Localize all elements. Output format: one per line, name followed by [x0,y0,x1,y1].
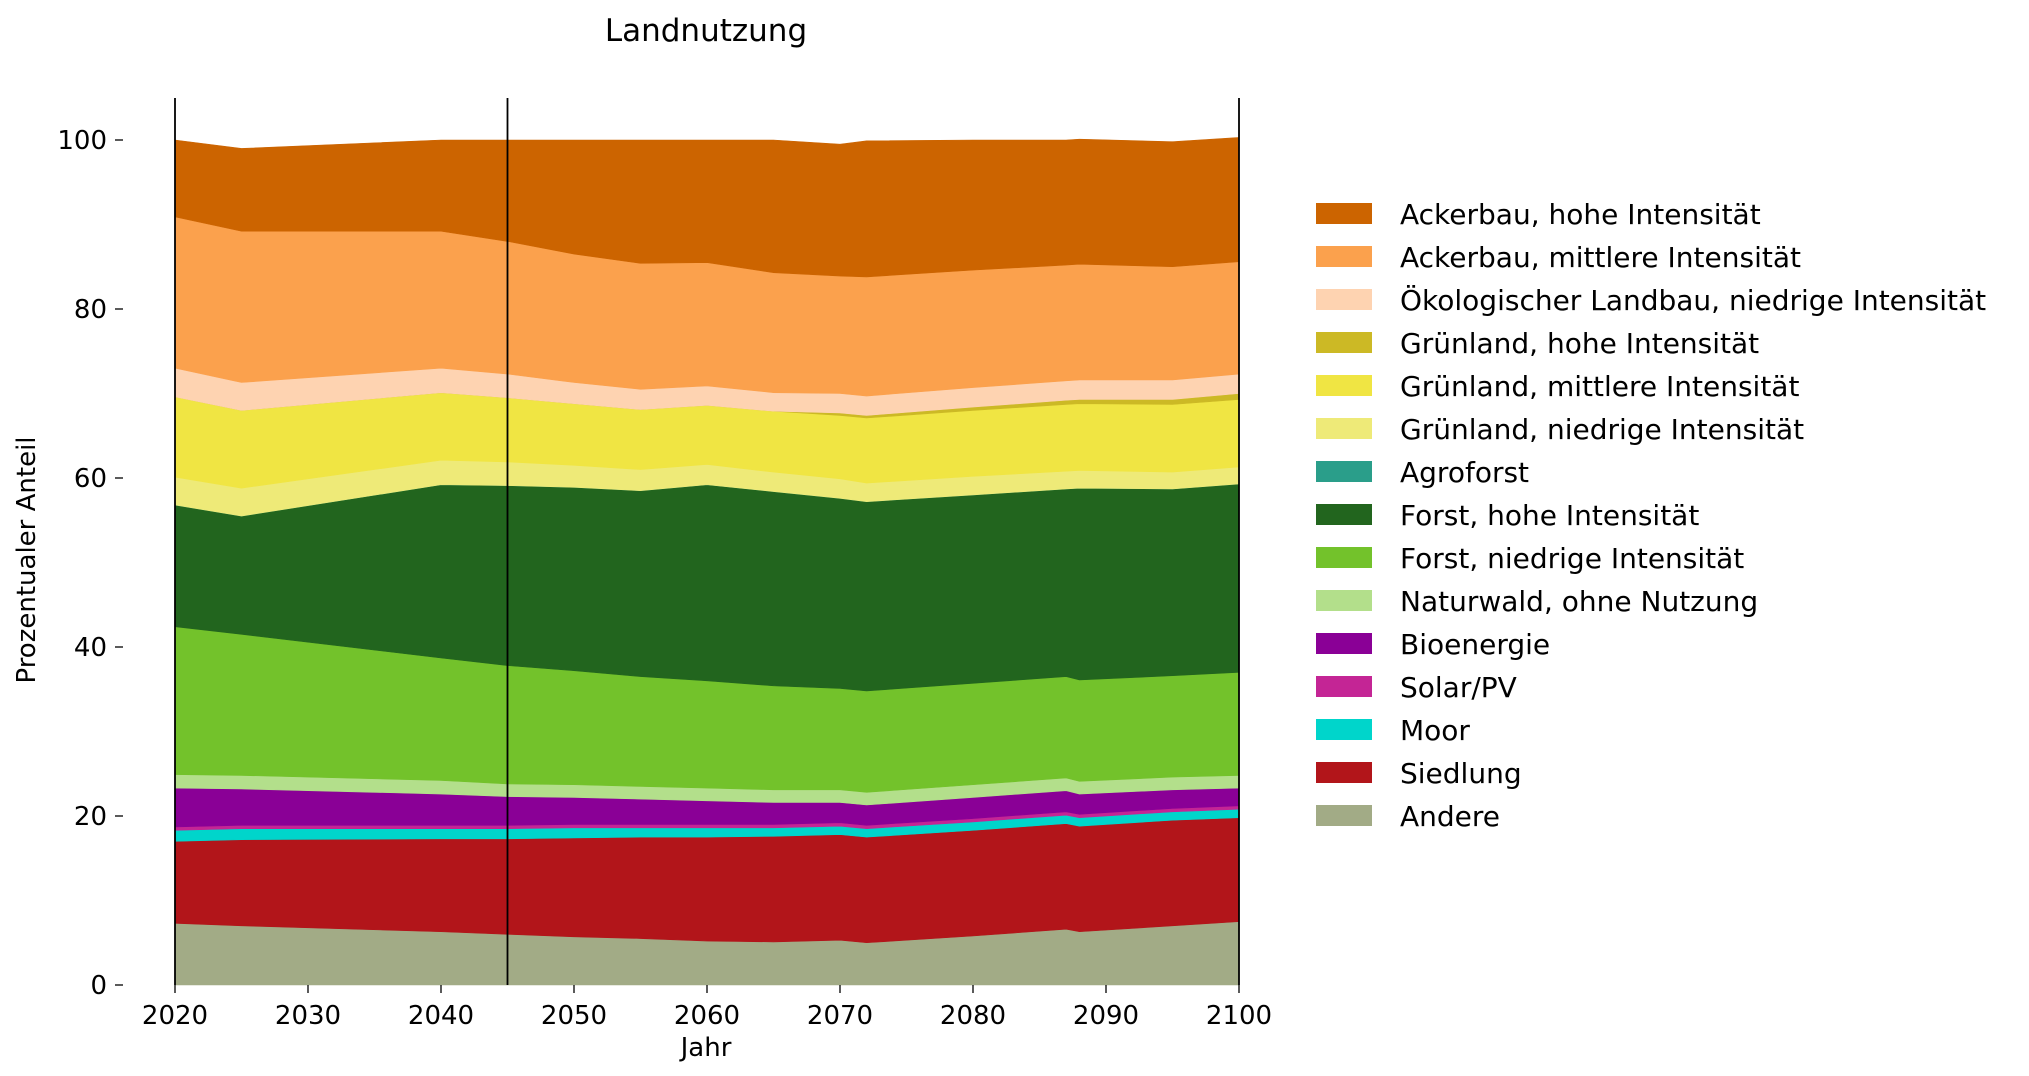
legend-swatch-ackerbau-hohe-intensitaet [1316,203,1372,224]
legend: Ackerbau, hohe Intensität Ackerbau, mittl… [1316,198,1986,833]
x-axis-label: Jahr [679,1033,732,1063]
legend-item-forst-niedrige-intensitaet: Forst, niedrige Intensität [1316,542,1744,575]
legend-swatch-forst-niedrige-intensitaet [1316,547,1372,568]
legend-label-gruenland-hohe-intensitaet: Grünland, hohe Intensität [1400,327,1759,360]
chart-title: Landnutzung [605,13,807,49]
legend-label-naturwald-ohne-nutzung: Naturwald, ohne Nutzung [1400,585,1758,618]
legend-swatch-andere [1316,805,1372,826]
areas-layer [174,137,1240,986]
legend-label-bioenergie: Bioenergie [1400,628,1550,661]
x-tick-label-2050: 2050 [541,1001,607,1031]
x-tick-label-2070: 2070 [807,1001,873,1031]
y-tick-label-40: 40 [74,633,107,663]
x-tick-label-2100: 2100 [1206,1001,1272,1031]
legend-item-siedlung: Siedlung [1316,757,1522,790]
legend-swatch-moor [1316,719,1372,740]
legend-label-ackerbau-mittlere-intensitaet: Ackerbau, mittlere Intensität [1400,241,1801,274]
legend-label-ackerbau-hohe-intensitaet: Ackerbau, hohe Intensität [1400,198,1761,231]
vertical-lines-layer [174,98,1240,985]
y-tick-label-80: 80 [74,295,107,325]
x-tick-label-2040: 2040 [408,1001,474,1031]
legend-label-forst-niedrige-intensitaet: Forst, niedrige Intensität [1400,542,1744,575]
legend-item-forst-hohe-intensitaet: Forst, hohe Intensität [1316,499,1699,532]
legend-item-agroforst: Agroforst [1316,456,1529,489]
legend-item-oekologischer-landbau-niedrige-intensitaet: Ökologischer Landbau, niedrige Intensitä… [1316,283,1986,317]
legend-item-ackerbau-hohe-intensitaet: Ackerbau, hohe Intensität [1316,198,1761,231]
y-tick-label-0: 0 [90,971,107,1001]
legend-swatch-gruenland-hohe-intensitaet [1316,332,1372,353]
legend-label-siedlung: Siedlung [1400,757,1522,790]
legend-swatch-gruenland-niedrige-intensitaet [1316,418,1372,439]
legend-label-solar-pv: Solar/PV [1400,671,1517,704]
legend-label-oekologischer-landbau-niedrige-intensitaet: Ökologischer Landbau, niedrige Intensitä… [1400,283,1986,317]
x-tick-label-2080: 2080 [940,1001,1006,1031]
legend-label-forst-hohe-intensitaet: Forst, hohe Intensität [1400,499,1699,532]
y-axis-label: Prozentualer Anteil [12,436,42,683]
legend-item-solar-pv: Solar/PV [1316,671,1517,704]
legend-label-andere: Andere [1400,800,1500,833]
legend-label-agroforst: Agroforst [1400,456,1529,489]
legend-swatch-siedlung [1316,762,1372,783]
x-axis: 2020 2030 2040 2050 2060 2070 2080 2090 2100 [142,985,1272,1031]
y-tick-label-100: 100 [57,126,107,156]
x-tick-label-2090: 2090 [1073,1001,1139,1031]
legend-item-bioenergie: Bioenergie [1316,628,1550,661]
legend-item-gruenland-niedrige-intensitaet: Grünland, niedrige Intensität [1316,413,1804,446]
legend-item-gruenland-mittlere-intensitaet: Grünland, mittlere Intensität [1316,370,1799,403]
x-tick-label-2030: 2030 [275,1001,341,1031]
legend-swatch-forst-hohe-intensitaet [1316,504,1372,525]
legend-item-andere: Andere [1316,800,1500,833]
y-tick-label-60: 60 [74,464,107,494]
legend-swatch-bioenergie [1316,633,1372,654]
legend-item-naturwald-ohne-nutzung: Naturwald, ohne Nutzung [1316,585,1758,618]
y-axis: 0 20 40 60 80 100 [57,126,123,1001]
legend-label-moor: Moor [1400,714,1470,747]
y-tick-label-20: 20 [74,802,107,832]
legend-swatch-ackerbau-mittlere-intensitaet [1316,246,1372,267]
legend-swatch-gruenland-mittlere-intensitaet [1316,375,1372,396]
legend-item-moor: Moor [1316,714,1470,747]
x-tick-label-2020: 2020 [142,1001,208,1031]
x-tick-label-2060: 2060 [674,1001,740,1031]
legend-item-gruenland-hohe-intensitaet: Grünland, hohe Intensität [1316,327,1759,360]
legend-label-gruenland-niedrige-intensitaet: Grünland, niedrige Intensität [1400,413,1804,446]
legend-label-gruenland-mittlere-intensitaet: Grünland, mittlere Intensität [1400,370,1799,403]
legend-swatch-naturwald-ohne-nutzung [1316,590,1372,611]
legend-swatch-oekologischer-landbau-niedrige-intensitaet [1316,289,1372,310]
legend-swatch-agroforst [1316,461,1372,482]
legend-swatch-solar-pv [1316,676,1372,697]
legend-item-ackerbau-mittlere-intensitaet: Ackerbau, mittlere Intensität [1316,241,1801,274]
